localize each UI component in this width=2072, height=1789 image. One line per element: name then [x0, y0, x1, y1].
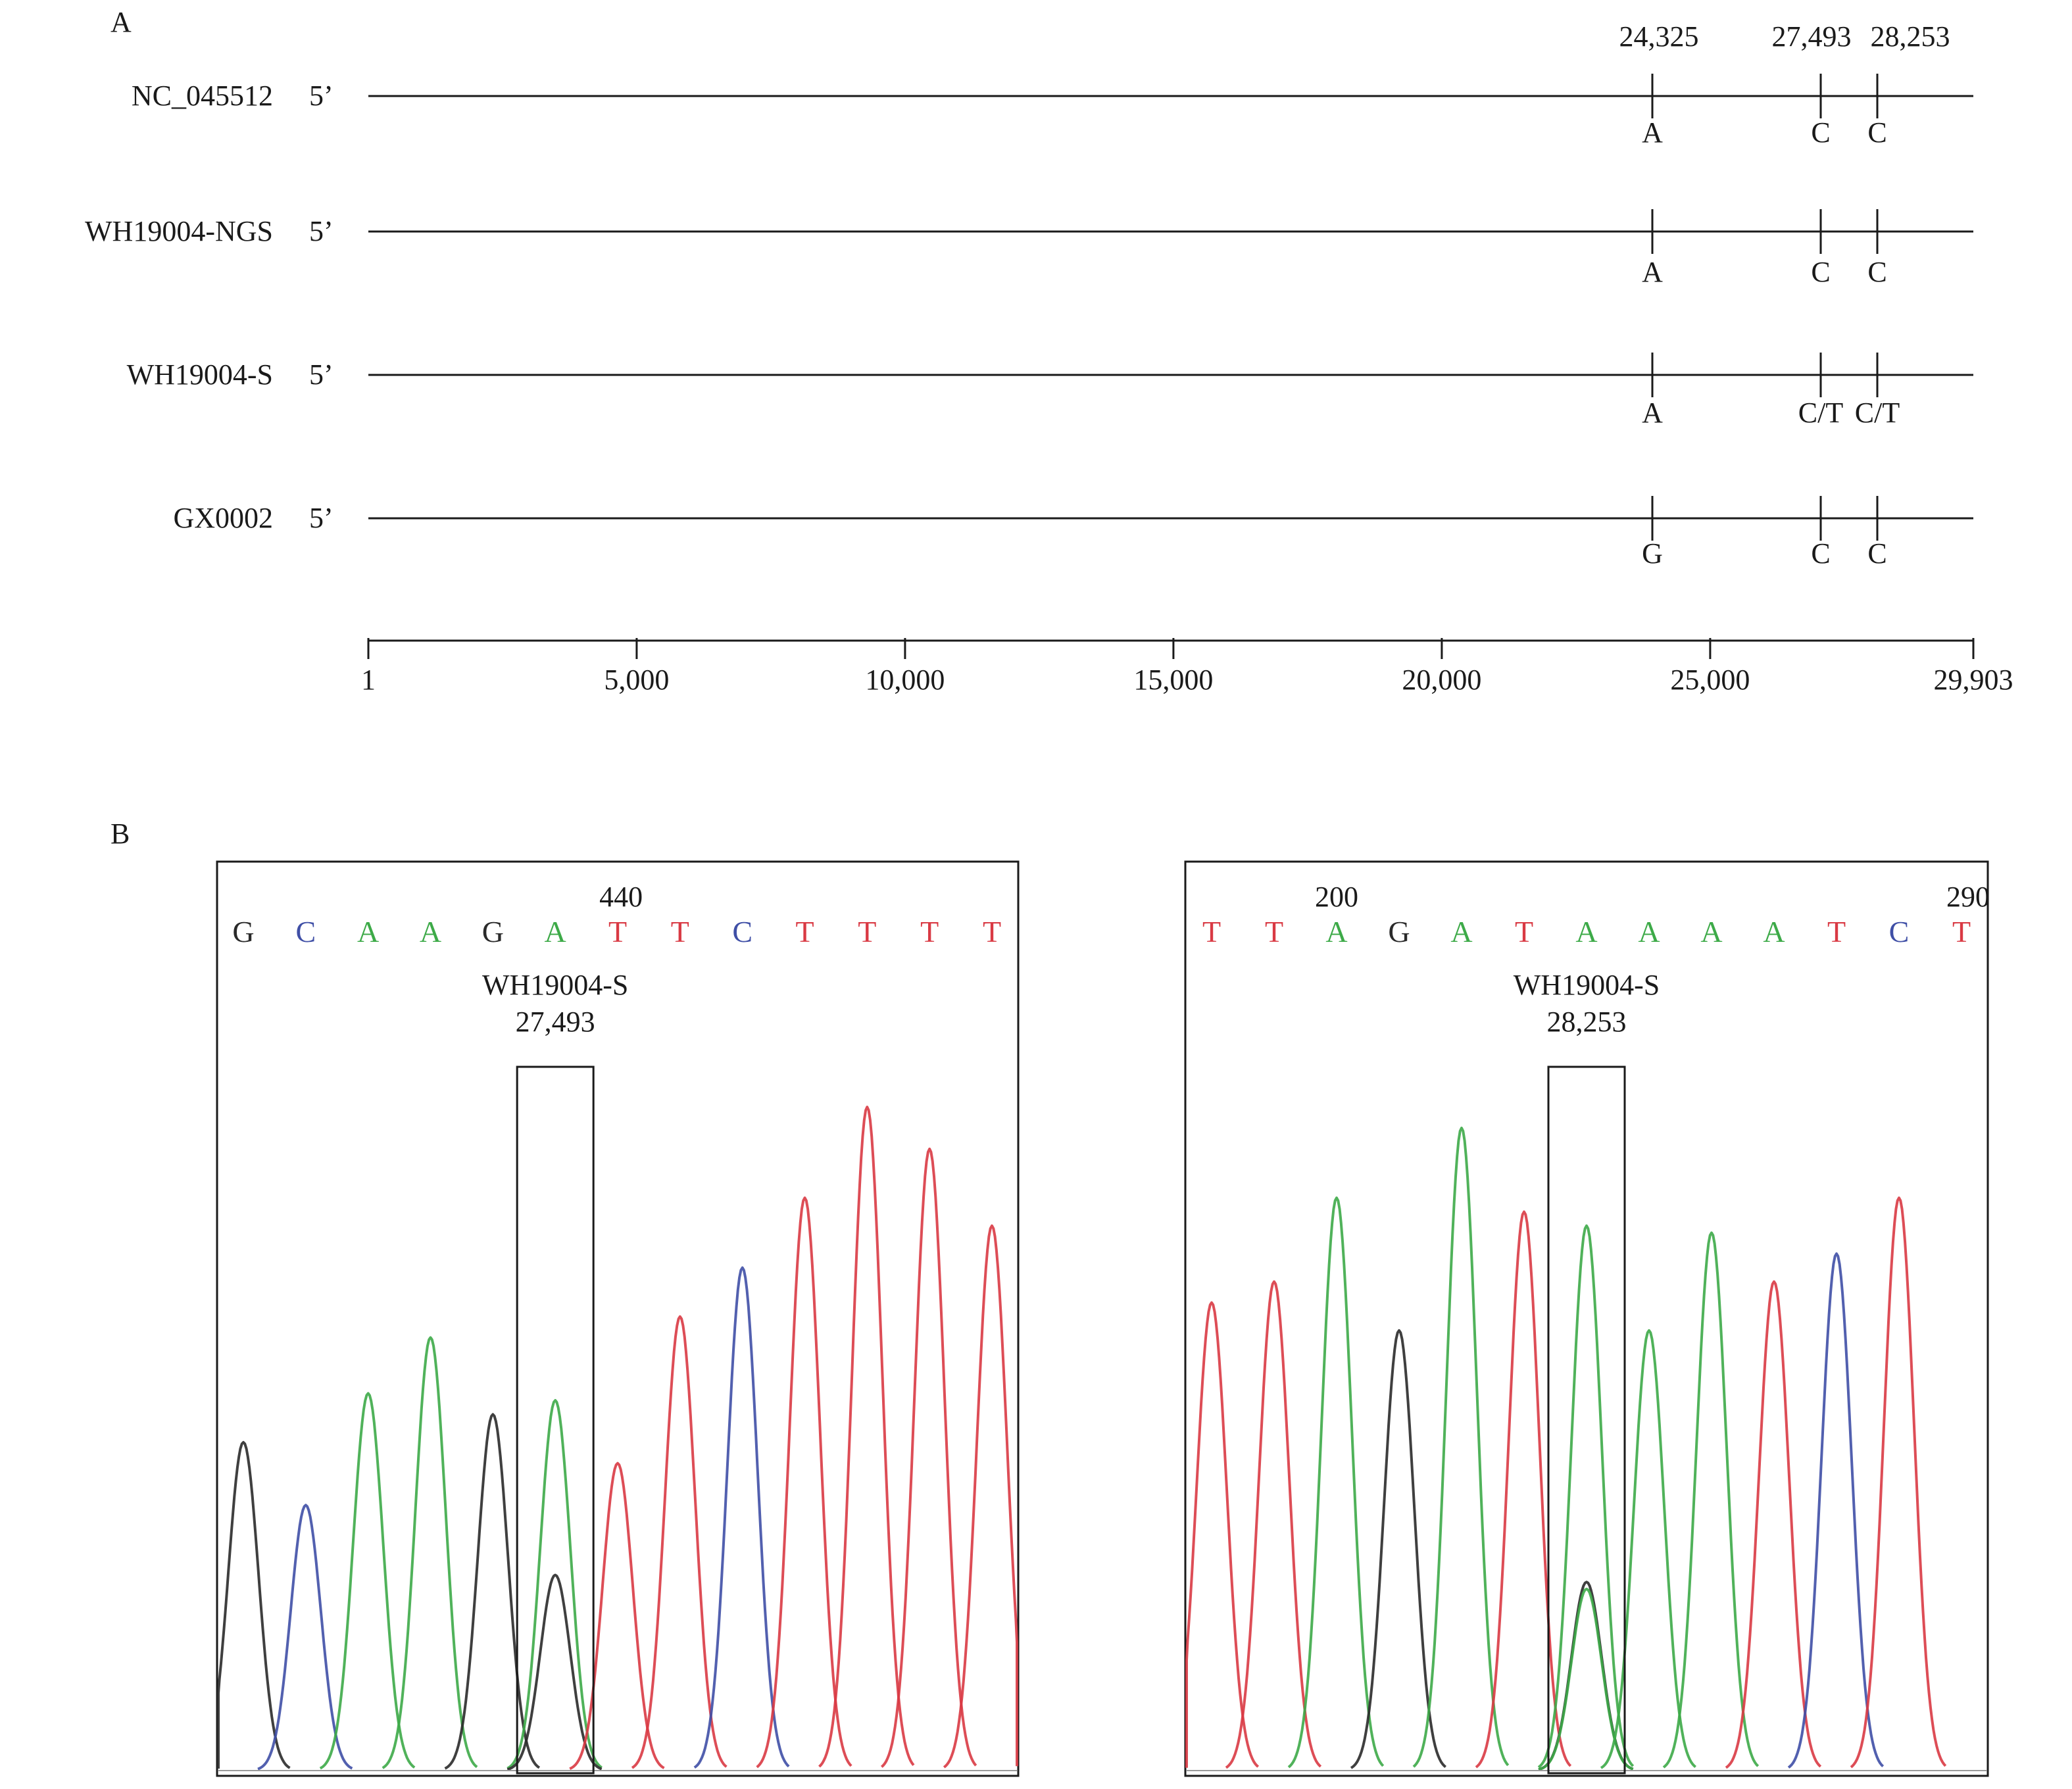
site-base: C: [1867, 537, 1887, 570]
trace-peak: [1287, 1196, 1385, 1769]
five-prime-label: 5’: [309, 215, 333, 247]
axis-tick-label: 1: [361, 664, 376, 696]
trace-peak: [1412, 1127, 1510, 1768]
axis-tick-label: 5,000: [604, 664, 669, 696]
site-label: 27,493: [516, 1006, 595, 1038]
site-label: 28,253: [1547, 1006, 1627, 1038]
base-call: T: [795, 915, 814, 948]
position-label: 440: [599, 881, 643, 913]
site-position-label: 27,493: [1772, 20, 1852, 53]
base-call: C: [1889, 915, 1910, 948]
base-call: T: [1827, 915, 1846, 948]
sequence-name: GX0002: [173, 502, 273, 534]
sequence-track: WH19004-S 5’ A C/T C/T: [127, 353, 1973, 429]
sequence-track: NC_045512 5’ A C C: [132, 74, 1973, 149]
site-base: C: [1811, 537, 1830, 570]
genome-axis: 1 5,000 10,000 15,000 20,000 25,000 29,903: [361, 638, 2013, 696]
trace-peak: [506, 1573, 603, 1771]
trace-peak: [1538, 1587, 1634, 1771]
axis-tick-label: 15,000: [1133, 664, 1213, 696]
chromatogram-panel: T T A G A T A A A A T C T 200 290 WH19004-S 28,253: [1184, 860, 1990, 1777]
axis-tick-label: 29,903: [1934, 664, 2013, 696]
site-base: C: [1811, 256, 1830, 288]
base-call: C: [295, 915, 316, 948]
sample-label: WH19004-S: [1514, 969, 1660, 1001]
site-labels: 24,325 27,493 28,253: [1619, 20, 1950, 53]
base-call: A: [1638, 915, 1660, 948]
trace-peak: [818, 1106, 915, 1768]
trace-peak: [569, 1461, 665, 1771]
axis-tick-label: 25,000: [1670, 664, 1750, 696]
trace-peak: [506, 1399, 603, 1770]
end-position-label: 290: [1946, 881, 1990, 913]
sequence-name: WH19004-NGS: [85, 215, 273, 247]
base-call: T: [920, 915, 939, 948]
base-call: T: [671, 915, 689, 948]
base-call: A: [1763, 915, 1785, 948]
sequence-name: WH19004-S: [127, 358, 273, 391]
trace-peak: [1850, 1196, 1947, 1769]
sequence-name: NC_045512: [132, 80, 273, 112]
base-call: T: [858, 915, 876, 948]
base-call: C: [732, 915, 752, 948]
base-call: T: [1265, 915, 1283, 948]
site-base: A: [1642, 116, 1663, 149]
base-call: A: [1700, 915, 1722, 948]
base-call: G: [232, 915, 254, 948]
chromatogram-frame: [1184, 860, 1989, 1777]
highlight-box: [516, 1066, 595, 1775]
base-call: A: [1575, 915, 1597, 948]
site-base: C/T: [1798, 397, 1844, 429]
trace-peak: [257, 1504, 353, 1771]
base-call: A: [357, 915, 379, 948]
base-call: A: [1325, 915, 1347, 948]
axis-tick-label: 10,000: [865, 664, 945, 696]
five-prime-label: 5’: [309, 80, 333, 112]
five-prime-label: 5’: [309, 358, 333, 391]
trace-peak: [1537, 1224, 1635, 1769]
base-call: A: [1450, 915, 1472, 948]
site-base: A: [1642, 397, 1663, 429]
base-call: G: [1388, 915, 1410, 948]
site-base: A: [1642, 256, 1663, 288]
base-call: T: [1952, 915, 1971, 948]
panel-a-label: A: [111, 6, 132, 38]
site-position-label: 28,253: [1871, 20, 1950, 53]
panel-b-label: B: [111, 818, 130, 850]
five-prime-label: 5’: [309, 502, 333, 534]
site-position-label: 24,325: [1619, 20, 1699, 53]
trace-peak: [217, 1440, 291, 1769]
site-base: C: [1811, 116, 1830, 149]
trace-peak: [1350, 1329, 1446, 1769]
trace-peak: [1662, 1231, 1760, 1769]
trace-peak: [382, 1336, 478, 1769]
base-call: G: [482, 915, 504, 948]
sample-label: WH19004-S: [482, 969, 628, 1001]
base-call: A: [420, 915, 441, 948]
highlight-box: [1547, 1066, 1626, 1775]
base-call: T: [983, 915, 1001, 948]
axis-tick-label: 20,000: [1402, 664, 1481, 696]
sequence-tracks: NC_045512 5’ A C C WH19004-NGS 5’ A C C WH19004-S 5…: [85, 74, 1973, 570]
sequence-track: WH19004-NGS 5’ A C C: [85, 209, 1973, 288]
base-call: A: [545, 915, 566, 948]
trace-peak: [943, 1224, 1018, 1769]
chromatogram-frame: [216, 860, 1020, 1777]
sequence-track: GX0002 5’ G C C: [173, 496, 1973, 570]
base-call: T: [608, 915, 627, 948]
position-label: 200: [1315, 881, 1358, 913]
trace-peak: [880, 1147, 977, 1768]
base-call: T: [1202, 915, 1221, 948]
site-base: C/T: [1855, 397, 1900, 429]
site-base: C: [1867, 116, 1887, 149]
site-base: C: [1867, 256, 1887, 288]
site-base: G: [1642, 537, 1663, 570]
base-call: T: [1515, 915, 1533, 948]
